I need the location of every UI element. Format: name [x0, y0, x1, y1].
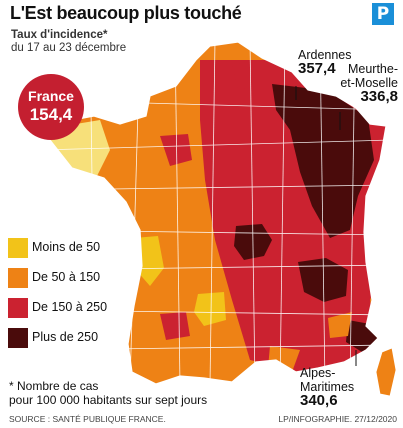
subtitle-period: du 17 au 23 décembre — [11, 42, 127, 54]
callout-name: Ardennes — [298, 48, 352, 62]
legend-label: Plus de 250 — [32, 330, 99, 344]
badge-value: 154,4 — [29, 105, 73, 124]
legend-swatch — [8, 268, 28, 288]
subtitle: Taux d'incidence* du 17 au 23 décembre — [11, 29, 126, 55]
callout-value: 340,6 — [300, 392, 338, 409]
newspaper-logo: P — [372, 3, 394, 25]
page-title: L'Est beaucoup plus touché — [10, 3, 242, 23]
callout-ardennes: Ardennes 357,4 — [298, 48, 352, 76]
callout-name-line2: et-Moselle — [340, 76, 398, 90]
region-yellow-center — [194, 292, 226, 326]
credit-text: LP/INFOGRAPHIE. 27/12/2020 — [278, 414, 397, 424]
legend-label: De 150 à 250 — [32, 300, 108, 314]
badge-label: France — [28, 88, 74, 104]
legend-swatch — [8, 238, 28, 258]
legend-label: De 50 à 150 — [32, 270, 101, 284]
region-darkest-northeast — [272, 84, 374, 238]
footnote: * Nombre de cas pour 100 000 habitants s… — [9, 379, 207, 407]
callout-name-line2: Maritimes — [300, 380, 355, 394]
footnote-line1: * Nombre de cas — [9, 379, 99, 393]
subtitle-metric: Taux d'incidence* — [11, 29, 108, 41]
callout-meurthe-et-moselle: Meurthe- et-Moselle 336,8 — [332, 62, 398, 104]
source-text: SOURCE : SANTÉ PUBLIQUE FRANCE. — [9, 414, 166, 424]
legend-label: Moins de 50 — [32, 240, 101, 254]
region-darkest-alps — [298, 258, 348, 302]
legend-swatch — [8, 328, 28, 348]
region-red-normandy — [160, 134, 192, 166]
callout-name-line1: Alpes- — [300, 366, 336, 380]
france-incidence-badge: France 154,4 — [18, 74, 84, 140]
callout-name-line1: Meurthe- — [347, 62, 398, 76]
callout-alpes-maritimes: Alpes- Maritimes 340,6 — [300, 366, 360, 408]
footnote-line2: pour 100 000 habitants sur sept jours — [9, 393, 208, 407]
region-orange-southeast — [328, 312, 352, 338]
legend-swatch — [8, 298, 28, 318]
corsica — [375, 347, 397, 397]
callout-value: 336,8 — [360, 88, 398, 105]
region-red-north — [232, 62, 256, 90]
callout-value: 357,4 — [298, 60, 336, 77]
region-red-southwest — [160, 312, 190, 340]
